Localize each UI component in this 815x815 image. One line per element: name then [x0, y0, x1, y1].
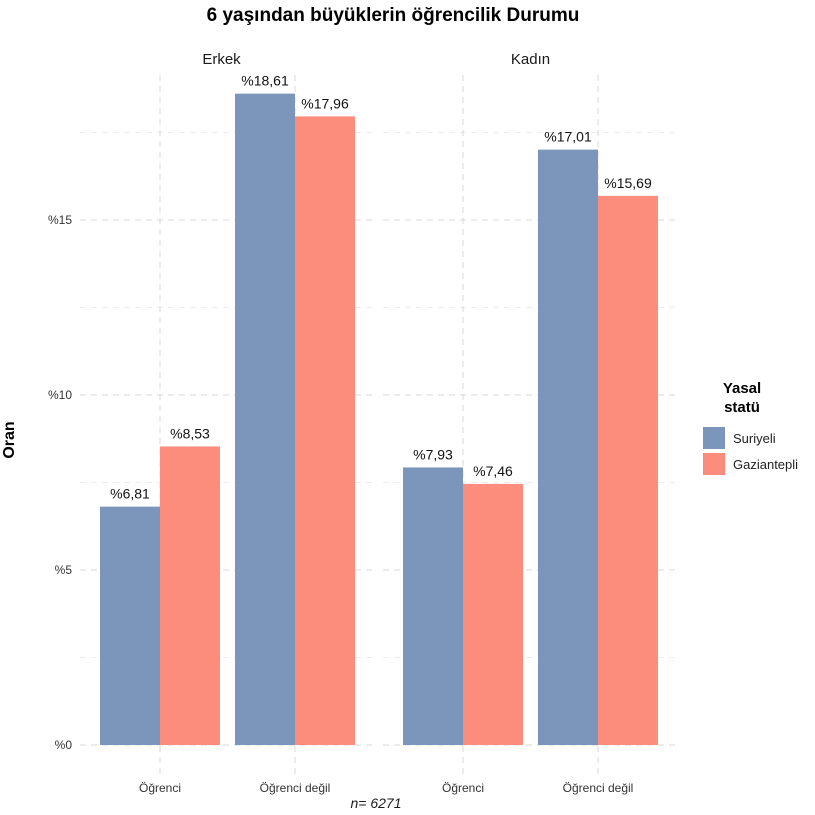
- x-tick-label: Öğrenci değil: [260, 781, 331, 795]
- data-label: %7,46: [473, 463, 513, 479]
- x-tick-label: Öğrenci: [139, 781, 181, 795]
- legend-label: Gaziantepli: [733, 457, 798, 472]
- legend-swatch: [703, 453, 725, 475]
- legend-title: statü: [724, 399, 760, 416]
- chart-title: 6 yaşından büyüklerin öğrencilik Durumu: [207, 5, 580, 26]
- caption: n= 6271: [351, 795, 402, 811]
- data-label: %8,53: [170, 425, 210, 441]
- facet-strip-label: Kadın: [511, 51, 550, 68]
- data-label: %18,61: [241, 73, 289, 89]
- data-label: %7,93: [413, 446, 453, 462]
- bar: [295, 116, 355, 745]
- y-tick-label: %10: [48, 388, 72, 402]
- data-label: %6,81: [110, 486, 150, 502]
- x-tick-label: Öğrenci: [442, 781, 484, 795]
- x-tick-label: Öğrenci değil: [563, 781, 634, 795]
- data-label: %17,01: [544, 129, 592, 145]
- bar: [463, 483, 523, 745]
- legend-title: Yasal: [723, 380, 761, 397]
- bar: [538, 149, 598, 745]
- bar: [235, 93, 295, 745]
- facet-strip-label: Erkek: [202, 51, 241, 68]
- legend: Yasal statü Suriyeli Gaziantepli: [703, 380, 798, 475]
- data-label: %15,69: [604, 175, 652, 191]
- bar: [100, 506, 160, 745]
- y-axis-label: Oran: [1, 421, 18, 458]
- legend-label: Suriyeli: [733, 431, 776, 446]
- legend-swatch: [703, 427, 725, 449]
- y-tick-label: %5: [55, 563, 73, 577]
- bar: [403, 467, 463, 745]
- bar: [160, 446, 220, 745]
- y-tick-label: %0: [55, 738, 73, 752]
- plot-area: %0 %5 %10 %15 Erkek %6,81 %8,53 Öğrenci %18,61 %1…: [48, 51, 678, 795]
- data-label: %17,96: [301, 95, 349, 111]
- y-tick-label: %15: [48, 213, 72, 227]
- bar: [598, 195, 658, 746]
